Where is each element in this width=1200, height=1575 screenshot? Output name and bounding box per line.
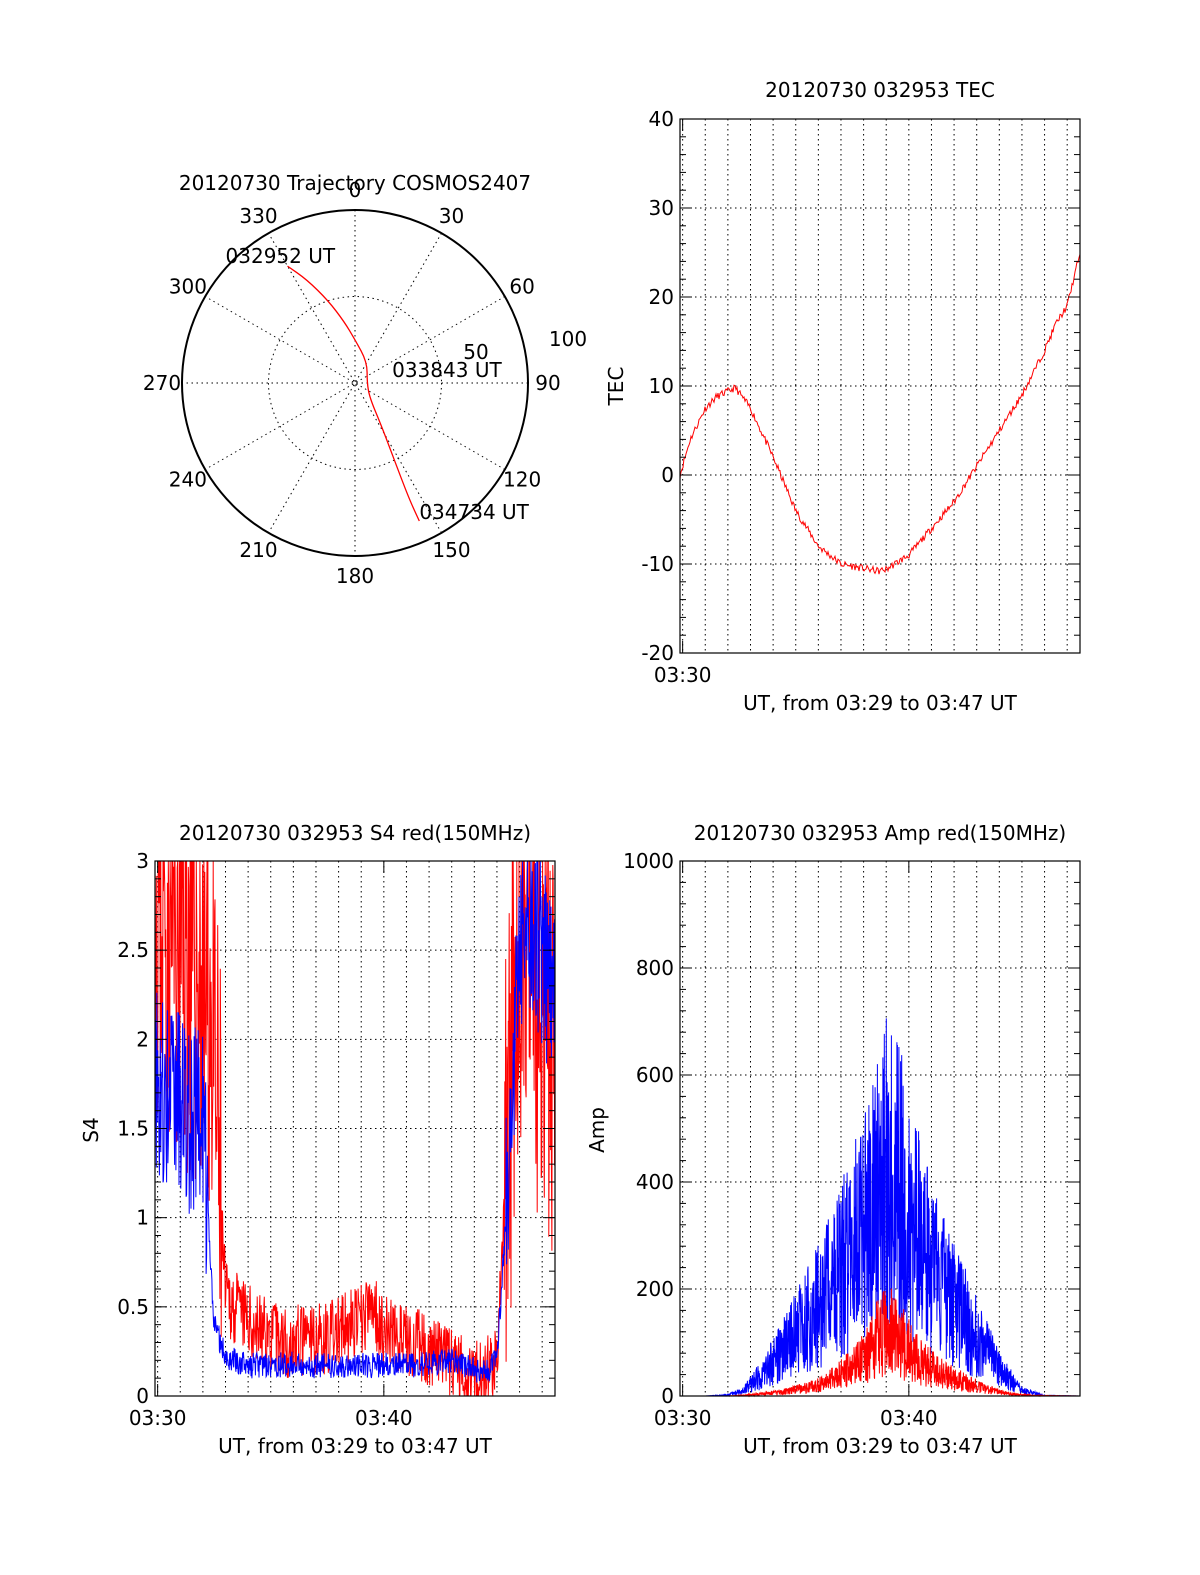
- polar-azimuth-label: 120: [503, 468, 541, 492]
- polar-azimuth-label: 300: [169, 275, 207, 299]
- y-tick-label: 0.5: [117, 1295, 149, 1319]
- amp-chart: 20120730 032953 Amp red(150MHz) 0 200 400 6…: [585, 821, 1081, 1458]
- trajectory-title: 20120730 Trajectory COSMOS2407: [179, 171, 531, 195]
- polar-azimuth-label: 0: [349, 178, 362, 202]
- y-tick-label: 1: [136, 1206, 149, 1230]
- y-tick-label: 0: [661, 1384, 674, 1408]
- y-tick-label: 400: [636, 1170, 674, 1194]
- trajectory-line: [287, 265, 420, 522]
- polar-azimuth-label: 90: [535, 371, 560, 395]
- polar-spoke: [268, 232, 442, 534]
- tec-series: [679, 254, 1081, 575]
- trajectory-annotation: 032952 UT: [226, 244, 336, 268]
- polar-azimuth-label: 330: [239, 204, 277, 228]
- amp-ylabel: Amp: [585, 1107, 609, 1153]
- polar-spoke: [204, 296, 506, 470]
- polar-azimuth-label: 270: [143, 371, 181, 395]
- polar-radial-label: 50: [463, 340, 488, 364]
- polar-azimuth-label: 60: [509, 275, 534, 299]
- trajectory-polar-plot: 20120730 Trajectory COSMOS2407 0 30 60 90 12…: [143, 171, 587, 588]
- amp-xlabel: UT, from 03:29 to 03:47 UT: [743, 1434, 1018, 1458]
- y-tick-label: 10: [649, 374, 674, 398]
- y-tick-label: 3: [136, 849, 149, 873]
- y-tick-label: 20: [649, 285, 674, 309]
- s4-chart: 20120730 032953 S4 red(150MHz) 0 0.5 1 1.5 2…: [79, 821, 556, 1458]
- x-tick-label: 03:40: [355, 1406, 413, 1430]
- y-tick-label: 600: [636, 1063, 674, 1087]
- polar-azimuth-label: 150: [432, 538, 470, 562]
- polar-ring-50: [268, 296, 442, 470]
- polar-radial-label: 100: [549, 327, 587, 351]
- series-blue-line: [154, 860, 556, 1383]
- trajectory-annotations: 032952 UT 033843 UT 034734 UT: [226, 244, 530, 524]
- tec-chart: 20120730 032953 TEC -20 -10 0 10 20 30 40 03:30…: [604, 78, 1081, 715]
- amp-title: 20120730 032953 Amp red(150MHz): [694, 821, 1066, 845]
- polar-grid: [182, 210, 528, 556]
- y-tick-label: 40: [649, 107, 674, 131]
- y-tick-label: 1000: [623, 849, 674, 873]
- y-tick-label: 800: [636, 956, 674, 980]
- x-tick-label: 03:30: [654, 1406, 712, 1430]
- tec-xlabel: UT, from 03:29 to 03:47 UT: [743, 691, 1018, 715]
- y-tick-label: 0: [661, 463, 674, 487]
- polar-azimuth-label: 30: [439, 204, 464, 228]
- polar-azimuth-labels: 0 30 60 90 120 150 180 210 240 270 300 330: [143, 178, 561, 588]
- y-tick-label: 1.5: [117, 1117, 149, 1141]
- polar-outer-circle: [181, 209, 529, 557]
- polar-spoke: [268, 232, 442, 534]
- tec-title: 20120730 032953 TEC: [765, 78, 995, 102]
- y-tick-label: 0: [136, 1384, 149, 1408]
- series-red-line: [680, 1288, 1080, 1398]
- y-tick-label: 2: [136, 1027, 149, 1051]
- amp-series: [680, 1018, 1080, 1398]
- tec-ylabel: TEC: [604, 367, 628, 407]
- tec-grid: [680, 119, 1080, 653]
- x-tick-label: 03:30: [654, 663, 712, 687]
- series-red-line: [679, 254, 1081, 575]
- s4-ylabel: S4: [79, 1117, 103, 1142]
- s4-ticks: 0 0.5 1 1.5 2 2.5 3 03:30 03:40: [117, 849, 555, 1430]
- y-tick-label: 30: [649, 196, 674, 220]
- y-tick-label: 200: [636, 1277, 674, 1301]
- trajectory-annotation: 034734 UT: [419, 500, 529, 524]
- amp-plot-frame: [679, 860, 1081, 1397]
- y-tick-label: -10: [641, 552, 674, 576]
- tec-ticks: -20 -10 0 10 20 30 40 03:30: [641, 107, 1080, 687]
- y-tick-label: -20: [641, 641, 674, 665]
- polar-radial-labels: 50 100: [463, 327, 587, 364]
- polar-azimuth-label: 180: [336, 564, 374, 588]
- y-tick-label: 2.5: [117, 938, 149, 962]
- trajectory-annotation: 033843 UT: [392, 358, 502, 382]
- polar-azimuth-label: 210: [239, 538, 277, 562]
- x-tick-label: 03:30: [129, 1406, 187, 1430]
- amp-ticks: 0 200 400 600 800 1000 03:30 03:40: [623, 849, 1080, 1430]
- series-blue-line: [680, 1018, 1080, 1398]
- polar-spoke: [204, 296, 506, 470]
- polar-azimuth-label: 240: [169, 468, 207, 492]
- x-tick-label: 03:40: [880, 1406, 938, 1430]
- s4-xlabel: UT, from 03:29 to 03:47 UT: [218, 1434, 493, 1458]
- s4-title: 20120730 032953 S4 red(150MHz): [179, 821, 531, 845]
